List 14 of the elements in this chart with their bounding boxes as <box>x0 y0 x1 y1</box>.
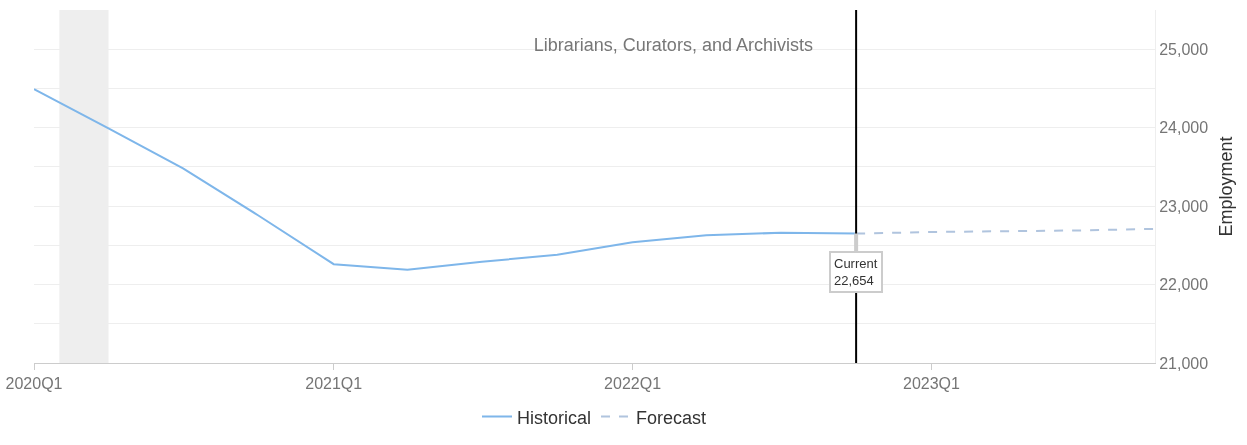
x-tick-label: 2023Q1 <box>902 375 961 393</box>
legend-label: Forecast <box>636 407 707 428</box>
annotation: Current 22,654 <box>834 256 878 288</box>
y-tick-label: 25,000 <box>1159 40 1209 58</box>
x-tick-label: 2022Q1 <box>604 375 662 393</box>
y-tick-label: 22,000 <box>1159 276 1209 294</box>
x-tick-label: 2021Q1 <box>305 375 363 393</box>
x-tick-label: 2020Q1 <box>5 375 63 393</box>
y-axis-title: Employment <box>1216 136 1237 237</box>
y-tick-label: 24,000 <box>1159 119 1209 137</box>
legend-label: Historical <box>517 407 592 428</box>
y-tick-label: 21,000 <box>1159 354 1209 372</box>
text: Librarians, Curators, and Archivists <box>533 34 813 55</box>
y-tick-label: 23,000 <box>1159 197 1209 215</box>
